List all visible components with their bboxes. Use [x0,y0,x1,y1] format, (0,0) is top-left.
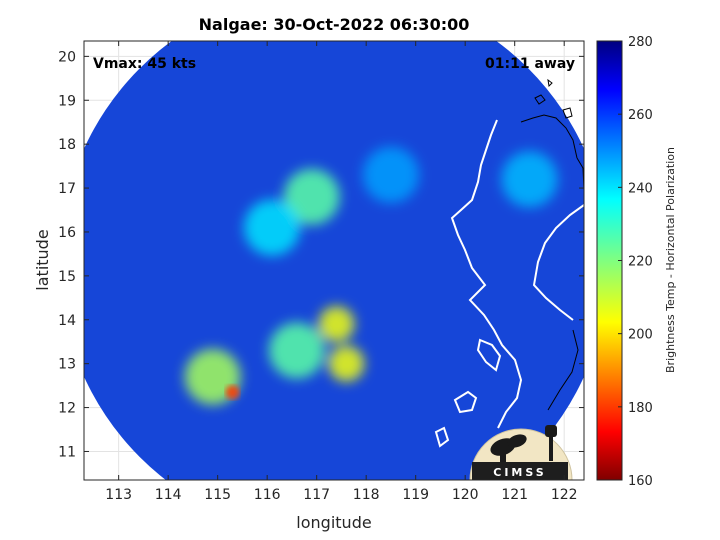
logo-tower-tank [545,425,557,437]
y-axis-label: latitude [33,229,52,290]
colorbar-tick-label: 280 [628,35,653,50]
coastline-luzon-east [532,204,584,321]
x-tick-label: 122 [551,487,578,503]
y-tick-label: 13 [58,357,76,373]
logo-dish-stand [500,452,506,462]
feature-band-north-west [244,199,301,256]
cimss-logo: CIMSS [469,425,573,481]
feature-cell-west [225,385,240,400]
x-tick-label: 113 [105,487,132,503]
y-tick-label: 14 [58,313,76,329]
y-tick-label: 16 [58,225,76,241]
colorbar-tick-label: 160 [628,474,653,489]
logo-banner [472,462,568,480]
coastline-mindoro [476,338,502,372]
logo-tower-icon [549,437,553,461]
colorbar-label: Brightness Temp - Horizontal Polarizatio… [664,147,677,373]
x-tick-label: 120 [452,487,479,503]
y-tick-label: 19 [58,93,76,109]
colorbar-tick-label: 240 [628,181,653,196]
coastline-batanes [534,78,573,119]
swath-layer [84,41,584,480]
y-tick-label: 12 [58,401,76,417]
axis-ticks: 113 114 115 116 117 118 119 120 121 122 11 12 13 14 15… [58,41,584,503]
convective-cells [225,385,240,400]
colorbar-tick-label: 260 [628,108,653,123]
feature-eye-wall-south [328,345,365,382]
feature-core-southwest [268,322,325,379]
colorbar-ticks: 160 180 200 220 240 260 280 [618,35,653,489]
colorbar-tick-label: 220 [628,255,653,270]
vmax-annotation: Vmax: 45 kts [93,56,196,72]
logo-dish-icon-small [507,434,527,448]
y-tick-label: 17 [58,181,76,197]
x-tick-label: 121 [501,487,528,503]
x-tick-label: 118 [353,487,380,503]
y-tick-label: 15 [58,269,76,285]
feature-luzon-warm-patch [501,151,558,208]
x-tick-label: 114 [155,487,182,503]
coastline-islet [434,426,450,448]
x-tick-label: 117 [303,487,330,503]
chart-title: Nalgae: 30-Oct-2022 06:30:00 [199,15,470,34]
x-tick-label: 119 [402,487,429,503]
x-tick-label: 115 [204,487,231,503]
coastline-luzon-west [450,119,523,429]
time-offset-annotation: 01:11 away [485,56,575,72]
coastline-island [453,390,478,414]
y-tick-label: 11 [58,444,76,460]
feature-band-northeast [362,146,419,203]
y-tick-label: 18 [58,137,76,153]
coastlines [434,78,584,448]
y-tick-label: 20 [58,49,76,65]
colorbar-tick-label: 180 [628,401,653,416]
coastline-luzon-north [520,114,578,159]
plot-frame [83,40,585,481]
logo-text: CIMSS [493,466,546,479]
convection-features [184,146,558,405]
x-axis-label: longitude [296,513,371,532]
feature-band-north [283,168,340,225]
colorbar-tick-label: 200 [628,328,653,343]
colorbar [597,41,622,480]
feature-core-north [318,306,355,343]
coastline-bicol [547,329,579,411]
x-tick-label: 116 [254,487,281,503]
